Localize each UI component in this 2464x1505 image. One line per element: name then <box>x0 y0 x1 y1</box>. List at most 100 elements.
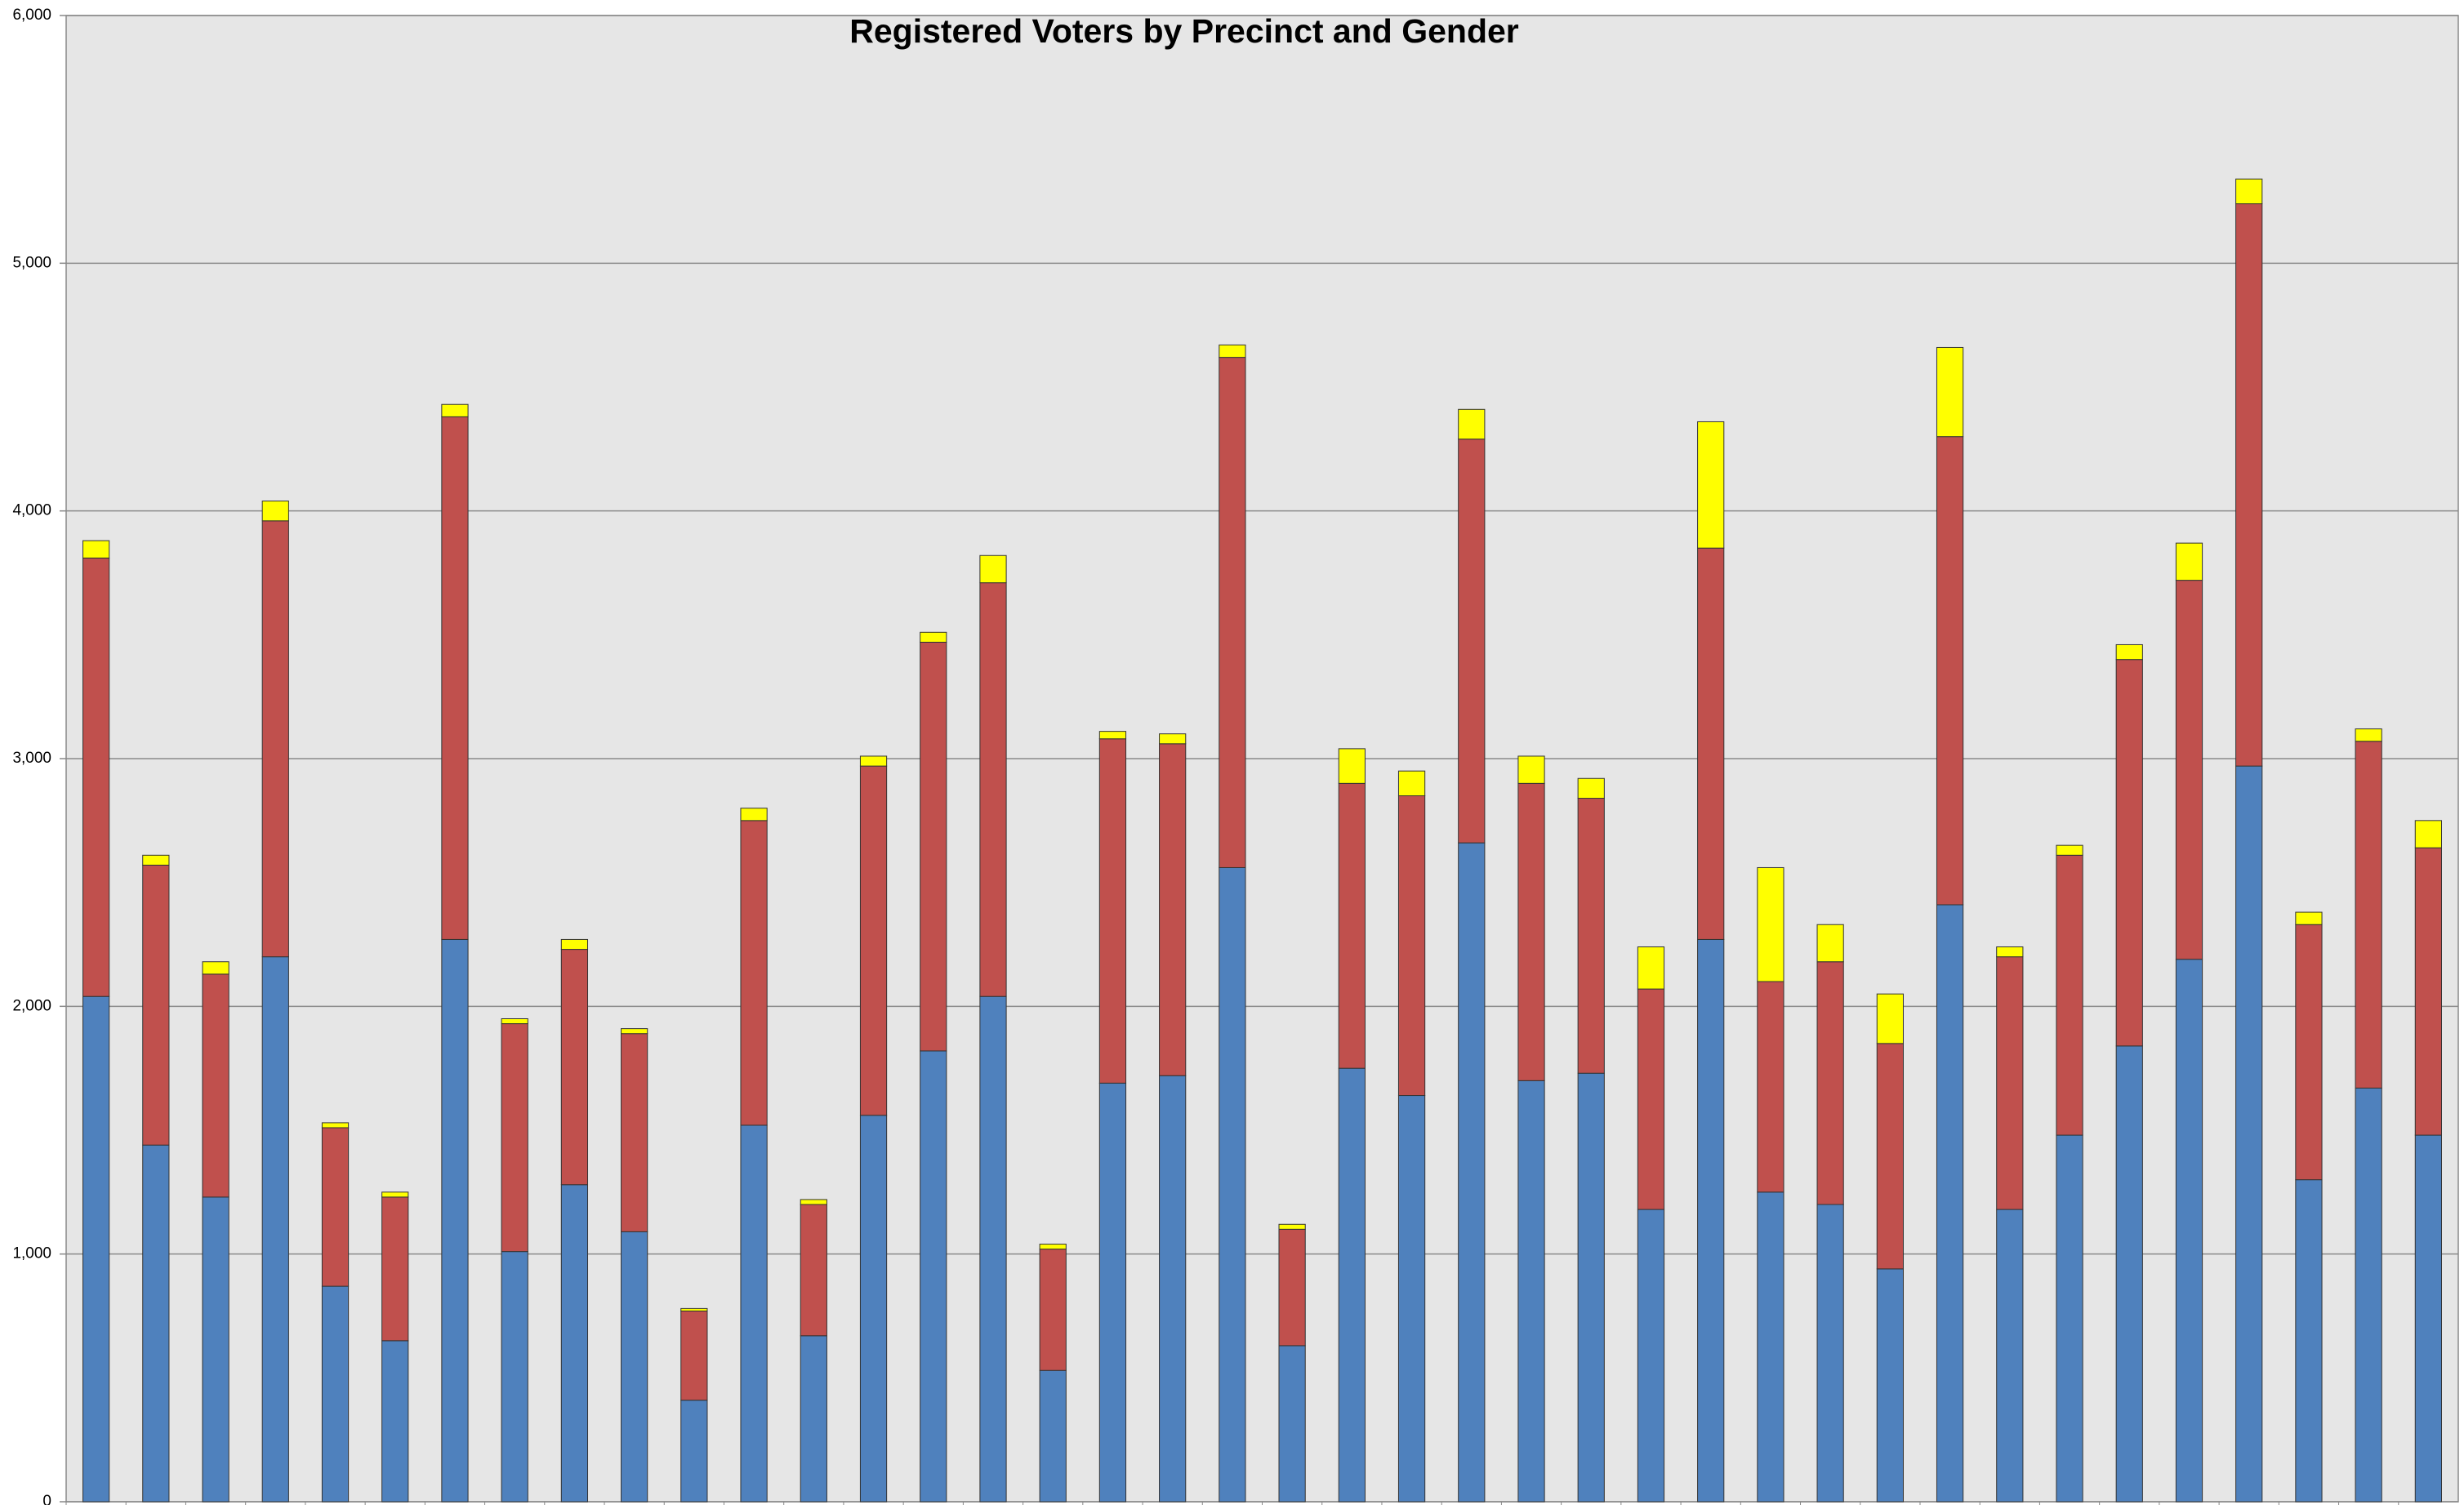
bar-segment <box>1219 357 1246 868</box>
bar-segment <box>979 582 1007 997</box>
bar-segment <box>2414 847 2442 1136</box>
bar-segment <box>2115 643 2143 661</box>
bar-segment <box>1397 795 1426 1097</box>
bar-segment <box>859 1115 888 1503</box>
bar-segment <box>560 938 589 951</box>
bar-segment <box>202 961 229 975</box>
bar-segment <box>1816 924 1844 963</box>
bar-segment <box>740 820 768 1126</box>
bar-segment <box>2115 1045 2143 1503</box>
bar-segment <box>560 1184 589 1503</box>
bar-segment <box>1577 777 1605 799</box>
bar-segment <box>1278 1223 1306 1230</box>
bar-segment <box>979 995 1007 1503</box>
bar-segment <box>321 1285 350 1503</box>
bar-segment <box>621 1028 648 1035</box>
bar-segment <box>2056 1134 2083 1503</box>
bar-segment <box>740 1124 768 1503</box>
bar-segment <box>142 864 170 1146</box>
bar-segment <box>82 557 110 997</box>
bar-segment <box>1219 866 1246 1503</box>
bar-segment <box>501 1251 528 1503</box>
bar-segment <box>1876 993 1904 1044</box>
bar-segment <box>621 1033 648 1232</box>
bar-segment <box>2056 854 2083 1136</box>
bar-segment <box>1637 946 1665 990</box>
bar-segment <box>1039 1369 1067 1503</box>
bar-segment <box>261 956 289 1503</box>
bar-segment <box>800 1335 827 1503</box>
bar-segment <box>2355 741 2382 1089</box>
bar-segment <box>2414 820 2442 848</box>
bar-segment <box>1039 1244 1067 1250</box>
bar-segment <box>2295 911 2323 925</box>
bar-segment <box>1577 798 1605 1074</box>
bar-segment <box>1697 938 1725 1503</box>
bar-segment <box>2175 542 2203 581</box>
bar-segment <box>1517 755 1545 784</box>
bar-segment <box>1757 981 1785 1193</box>
bar-segment <box>1996 956 2024 1210</box>
bar-segment <box>1458 842 1486 1503</box>
chart-title: Registered Voters by Precinct and Gender <box>849 12 1519 50</box>
bar-segment <box>381 1191 409 1198</box>
bar-segment <box>1159 743 1187 1076</box>
bar-segment <box>1577 1072 1605 1503</box>
bar-segment <box>1637 1209 1665 1503</box>
bar-segment <box>261 501 289 522</box>
bar-segment <box>680 1307 708 1311</box>
bar-segment <box>680 1310 708 1401</box>
bar-segment <box>1637 988 1665 1210</box>
bar-segment <box>1876 1268 1904 1503</box>
bar-segment <box>1517 1080 1545 1503</box>
bar-segment <box>441 938 469 1503</box>
bar-segment <box>1338 782 1366 1069</box>
bar-segment <box>979 554 1007 584</box>
bar-segment <box>800 1199 827 1205</box>
bar-segment <box>859 755 888 767</box>
bar-segment <box>321 1127 350 1287</box>
y-tick-label: 2,000 <box>12 997 51 1014</box>
bar-segment <box>1098 1082 1127 1503</box>
bar-segment <box>621 1231 648 1503</box>
bar-segment <box>2355 1087 2382 1503</box>
bar-segment <box>441 416 469 940</box>
y-tick-label: 1,000 <box>12 1245 51 1262</box>
bar-segment <box>800 1204 827 1337</box>
bar-segment <box>1098 738 1127 1084</box>
bar-segment <box>1816 961 1844 1205</box>
bar-segment <box>1517 782 1545 1081</box>
bar-segment <box>2056 844 2083 856</box>
bar-segment <box>1338 748 1366 784</box>
bar-segment <box>1996 946 2024 958</box>
bar-segment <box>1697 547 1725 940</box>
bar-segment <box>740 808 768 822</box>
bar-segment <box>1219 344 1246 358</box>
bar-segment <box>1278 1345 1306 1503</box>
bar-segment <box>82 540 110 559</box>
bar-segment <box>1876 1043 1904 1270</box>
bar-segment <box>2355 728 2382 742</box>
bar-segment <box>2175 959 2203 1503</box>
bar-segment <box>1757 1191 1785 1503</box>
bar-segment <box>1936 346 1964 438</box>
bar-segment <box>82 995 110 1503</box>
bar-segment <box>1936 436 1964 906</box>
bar-segment <box>1816 1204 1844 1503</box>
bar-segment <box>261 520 289 958</box>
bar-segment <box>441 403 469 417</box>
bar-segment <box>920 631 947 643</box>
bar-segment <box>2295 1179 2323 1503</box>
bar-segment <box>560 949 589 1186</box>
bar-segment <box>1159 733 1187 745</box>
bar-segment <box>1098 731 1127 740</box>
bar-segment <box>1278 1228 1306 1347</box>
bar-segment <box>1338 1067 1366 1503</box>
bar-segment <box>142 1144 170 1503</box>
bar-segment <box>202 973 229 1198</box>
bar-segment <box>202 1196 229 1503</box>
y-tick-label: 6,000 <box>12 7 51 24</box>
bar-segment <box>2414 1134 2442 1503</box>
bar-segment <box>501 1023 528 1253</box>
